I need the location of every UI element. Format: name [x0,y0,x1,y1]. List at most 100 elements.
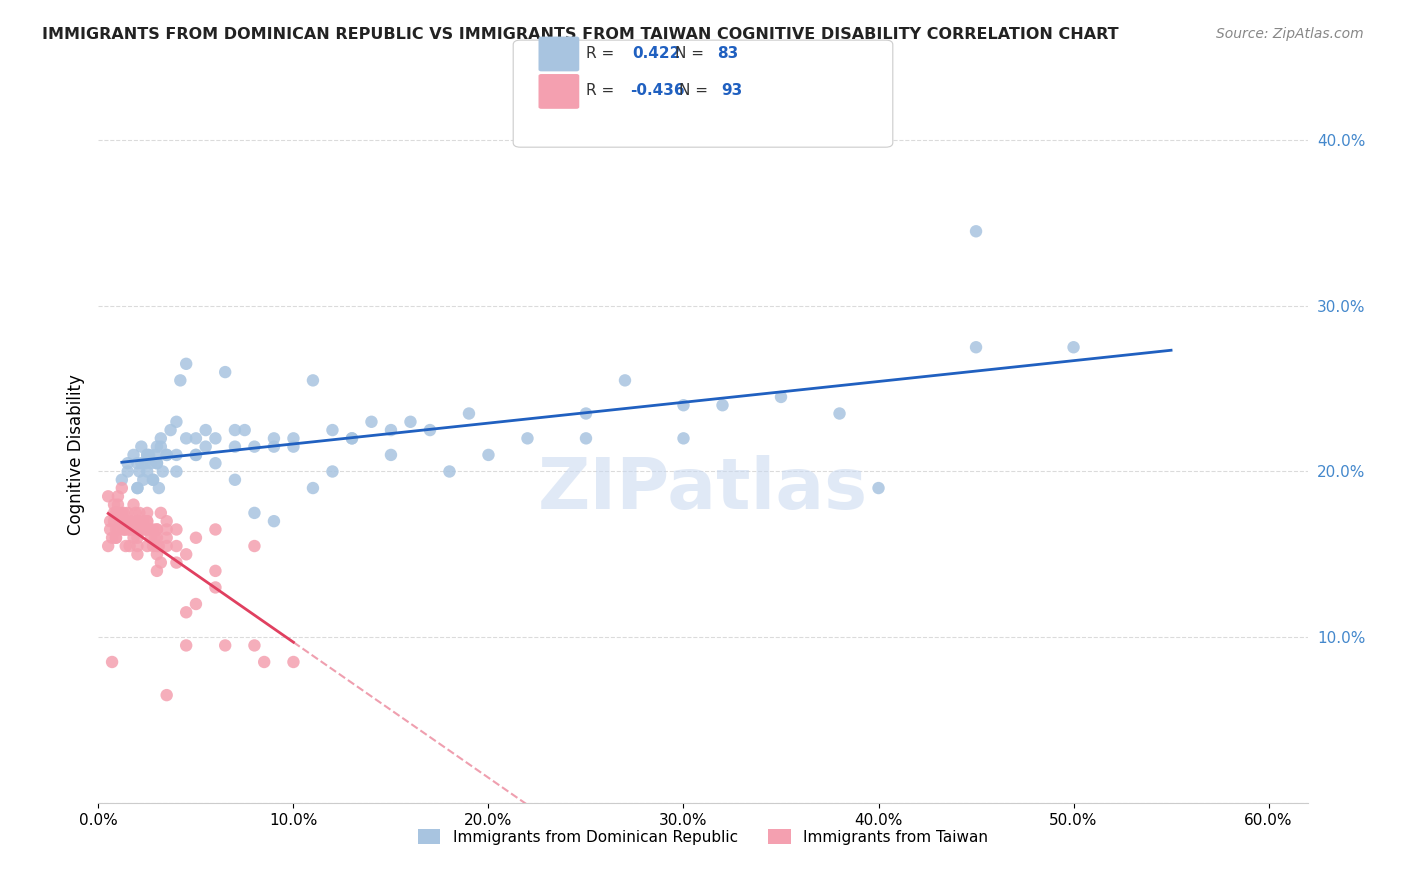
Point [194,440,217,454]
Text: 83: 83 [717,46,738,61]
Point [111,514,134,528]
Text: N =: N = [675,46,704,61]
Point [169,373,191,387]
Point [97,539,120,553]
Point [156,523,179,537]
Point [614,373,637,387]
Point [340,431,363,445]
Point [117,456,139,470]
Point [146,539,169,553]
Point [439,465,461,479]
Point [224,423,246,437]
Point [149,431,172,445]
Point [477,448,499,462]
Point [127,531,149,545]
Text: ZIPatlas: ZIPatlas [538,455,868,524]
Point [107,489,129,503]
Point [136,448,159,462]
Point [128,465,150,479]
Point [121,523,143,537]
Point [131,523,153,537]
Point [118,539,141,553]
Point [965,340,987,354]
Point [117,523,139,537]
Point [124,523,146,537]
Point [104,506,127,520]
Point [283,431,305,445]
Point [139,531,162,545]
Point [136,514,159,528]
Point [263,440,285,454]
Point [711,398,734,412]
Point [159,423,181,437]
Point [114,539,136,553]
Point [828,407,851,421]
Point [148,481,170,495]
Point [127,547,149,561]
Point [111,473,134,487]
Point [132,473,155,487]
Point [122,523,145,537]
Point [340,431,363,445]
Text: -0.436: -0.436 [630,84,685,98]
Point [104,531,127,545]
Point [146,456,169,470]
Point [146,531,169,545]
Point [156,514,179,528]
Point [156,448,179,462]
Point [165,465,187,479]
Point [380,448,402,462]
Text: 0.422: 0.422 [633,46,681,61]
Point [283,655,305,669]
Point [103,514,125,528]
Point [233,423,256,437]
Point [107,523,129,537]
Point [136,514,159,528]
Point [302,373,325,387]
Point [139,456,162,470]
Point [131,523,153,537]
Point [122,448,145,462]
Point [134,523,156,537]
Point [104,531,127,545]
Point [122,498,145,512]
Point [184,597,207,611]
Point [132,514,155,528]
Point [101,655,124,669]
Point [174,605,197,619]
Point [204,456,226,470]
Point [136,448,159,462]
Text: R =: R = [586,84,614,98]
Point [672,431,695,445]
Point [108,514,131,528]
Point [243,506,266,520]
Text: N =: N = [679,84,709,98]
Point [516,431,538,445]
Point [138,448,160,462]
Point [122,531,145,545]
Point [136,465,159,479]
Point [263,514,285,528]
Point [136,539,159,553]
Point [112,506,135,520]
Point [156,531,179,545]
Point [97,489,120,503]
Point [263,431,285,445]
Point [283,440,305,454]
Point [672,398,695,412]
Y-axis label: Cognitive Disability: Cognitive Disability [66,375,84,535]
Point [111,506,134,520]
Point [138,523,160,537]
Point [117,465,139,479]
Point [194,423,217,437]
Point [184,531,207,545]
Point [204,523,226,537]
Point [224,473,246,487]
Point [146,523,169,537]
Point [243,639,266,653]
Point [117,514,139,528]
Point [224,440,246,454]
Point [165,523,187,537]
Point [127,456,149,470]
Point [136,506,159,520]
